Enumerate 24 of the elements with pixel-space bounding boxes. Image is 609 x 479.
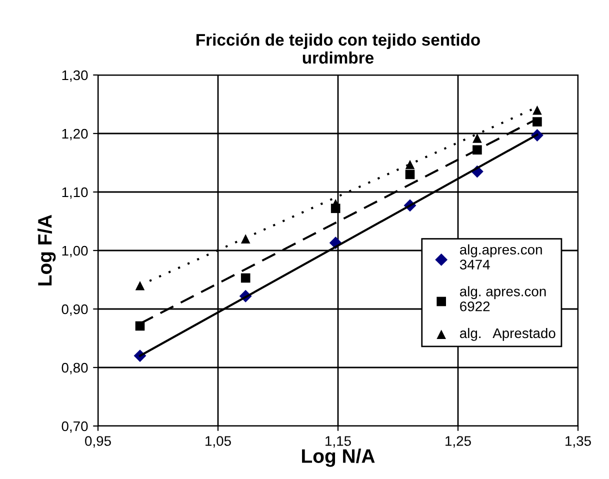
x-tick-label: 0,95: [85, 436, 111, 448]
x-tick-label: 1,15: [326, 436, 351, 448]
point: [135, 280, 145, 290]
x-tick-label: 1,35: [566, 436, 591, 448]
y-tick-label: 0,70: [62, 421, 88, 433]
point: [532, 105, 542, 115]
x-tick-label: 1,05: [206, 436, 231, 448]
y-tick-label: 0,80: [62, 362, 88, 374]
y-tick-label: 1,10: [62, 187, 88, 199]
x-tick-label: 1,25: [446, 436, 471, 448]
chart-title: Fricción de tejido con tejido sentido urdimbre: [196, 33, 480, 64]
y-tick-label: 0,90: [62, 304, 88, 316]
point: [472, 134, 482, 143]
legend-label: alg.apres.con 3474: [460, 244, 542, 270]
point: [240, 273, 250, 283]
y-tick-label: 1,00: [62, 246, 88, 258]
y-tick-label: 1,20: [62, 128, 88, 140]
x-axis-title: Log N/A: [302, 448, 375, 467]
legend-label: alg. Aprestado: [460, 328, 556, 341]
y-axis-title: Log F/A: [37, 214, 56, 286]
y-tick-label: 1,30: [62, 70, 88, 82]
point: [532, 117, 542, 126]
point: [405, 170, 415, 180]
legend-label: alg. apres.con 6922: [460, 286, 546, 312]
